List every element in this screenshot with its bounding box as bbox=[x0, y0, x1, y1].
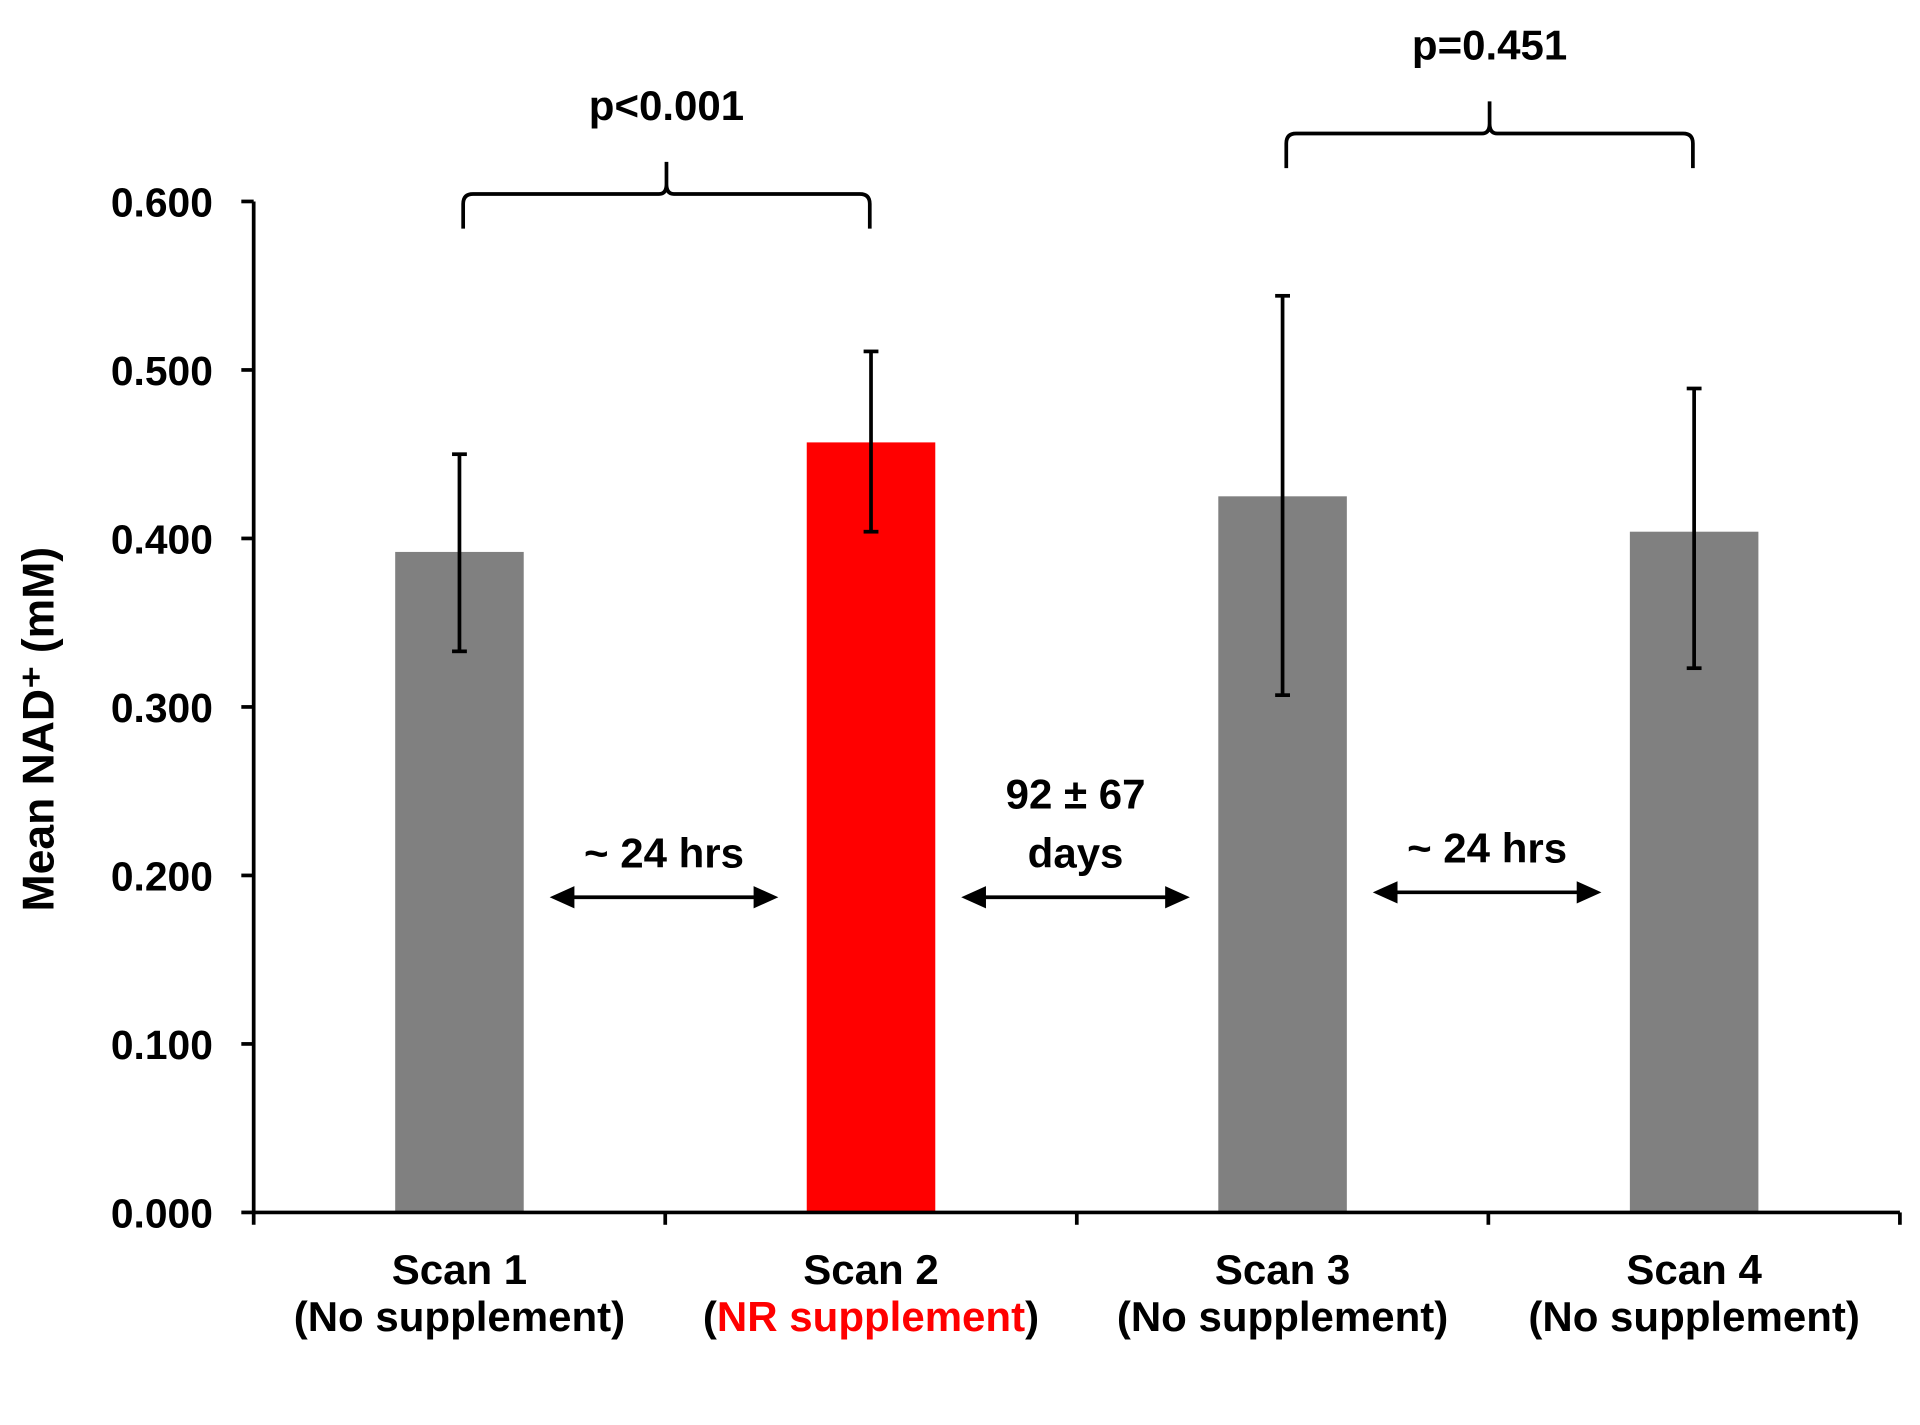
category-sublabel: (NR supplement) bbox=[703, 1293, 1039, 1340]
category-sublabel-part: ) bbox=[1025, 1293, 1039, 1340]
bars bbox=[395, 442, 1759, 1213]
category-label: Scan 2 bbox=[803, 1246, 938, 1293]
x-axis-labels: Scan 1(No supplement)Scan 2(NR supplemen… bbox=[294, 1246, 1860, 1340]
category-sublabel-part: ( bbox=[1117, 1293, 1131, 1340]
y-tick-label: 0.300 bbox=[111, 685, 213, 731]
y-tick-label: 0.000 bbox=[111, 1190, 213, 1236]
category-sublabel-part: No supplement bbox=[308, 1293, 611, 1340]
interval-arrows: ~ 24 hrs 92 ± 67 days ~ 24 hrs bbox=[549, 770, 1602, 909]
arrowhead-right-icon bbox=[753, 886, 779, 909]
significance-bracket bbox=[1284, 101, 1695, 169]
category-sublabel-part: ) bbox=[611, 1293, 625, 1340]
axes bbox=[251, 201, 1902, 1225]
p-value-label: p=0.451 bbox=[1412, 21, 1567, 68]
category-label: Scan 1 bbox=[392, 1246, 527, 1293]
interval-label: ~ 24 hrs bbox=[584, 830, 744, 877]
category-sublabel: (No supplement) bbox=[294, 1293, 625, 1340]
y-tick-label: 0.200 bbox=[111, 853, 213, 899]
category-sublabel-part: ( bbox=[703, 1293, 717, 1340]
category-label: Scan 3 bbox=[1215, 1246, 1350, 1293]
y-tick-label: 0.600 bbox=[111, 179, 213, 225]
category-sublabel-part: No supplement bbox=[1131, 1293, 1434, 1340]
category-sublabel-part: NR supplement bbox=[717, 1293, 1025, 1340]
arrowhead-left-icon bbox=[549, 886, 575, 909]
category-sublabel: (No supplement) bbox=[1528, 1293, 1859, 1340]
bar-scan-1 bbox=[395, 551, 524, 1213]
significance-brackets: p<0.001 p=0.451 bbox=[461, 21, 1695, 229]
bar-scan-2 bbox=[806, 442, 936, 1213]
category-sublabel-part: ) bbox=[1434, 1293, 1448, 1340]
category-sublabel-part: ) bbox=[1846, 1293, 1860, 1340]
significance-bracket bbox=[461, 161, 872, 229]
error-bars bbox=[452, 293, 1702, 697]
interval-label: days bbox=[1028, 830, 1124, 877]
y-axis-ticks: 0.000 0.100 0.200 0.300 0.400 0.500 0.600 bbox=[111, 179, 254, 1236]
category-sublabel: (No supplement) bbox=[1117, 1293, 1448, 1340]
y-tick-label: 0.400 bbox=[111, 516, 213, 562]
y-tick-label: 0.100 bbox=[111, 1022, 213, 1068]
arrowhead-right-icon bbox=[1165, 886, 1190, 909]
p-value-label: p<0.001 bbox=[589, 82, 744, 129]
arrowhead-right-icon bbox=[1576, 881, 1602, 904]
category-sublabel-part: ( bbox=[1528, 1293, 1542, 1340]
category-sublabel-part: No supplement bbox=[1542, 1293, 1845, 1340]
category-sublabel-part: ( bbox=[294, 1293, 308, 1340]
arrowhead-left-icon bbox=[1372, 881, 1398, 904]
category-label: Scan 4 bbox=[1626, 1246, 1762, 1293]
interval-label: 92 ± 67 bbox=[1006, 770, 1146, 817]
arrowhead-left-icon bbox=[961, 886, 986, 909]
interval-label: ~ 24 hrs bbox=[1407, 825, 1567, 872]
y-tick-label: 0.500 bbox=[111, 348, 213, 394]
y-axis-label: Mean NAD⁺ (mM) bbox=[14, 547, 63, 912]
